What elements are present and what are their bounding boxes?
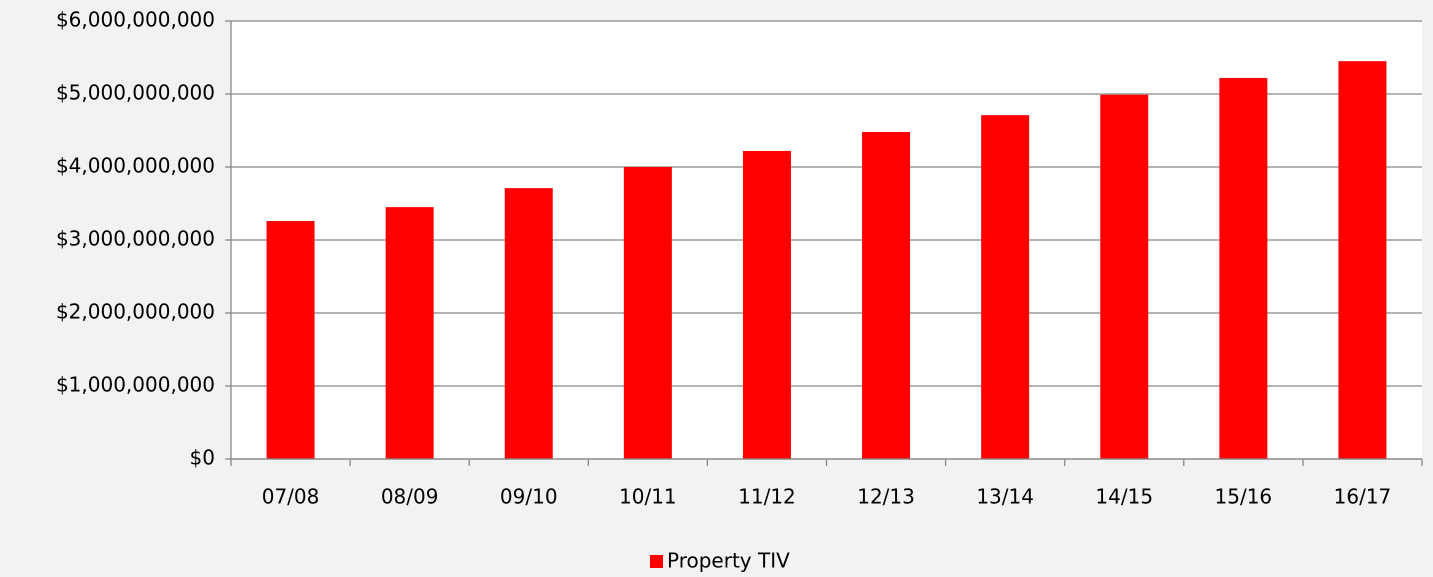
x-tick-label: 11/12 — [738, 485, 796, 509]
bar — [385, 207, 434, 459]
x-tick-label: 09/10 — [500, 485, 558, 509]
x-tick-label: 16/17 — [1334, 485, 1392, 509]
legend-swatch — [650, 555, 663, 568]
y-tick-label: $6,000,000,000 — [56, 8, 215, 32]
bar — [266, 221, 315, 459]
bar — [742, 150, 791, 459]
bar — [1338, 61, 1387, 460]
y-tick-label: $5,000,000,000 — [56, 81, 215, 105]
x-tick-label: 07/08 — [262, 485, 320, 509]
y-tick-label: $2,000,000,000 — [56, 300, 215, 324]
x-tick-label: 13/14 — [976, 485, 1034, 509]
y-tick-label: $4,000,000,000 — [56, 154, 215, 178]
y-tick-label: $3,000,000,000 — [56, 227, 215, 251]
x-tick-label: 12/13 — [857, 485, 915, 509]
y-tick-label: $0 — [190, 446, 215, 470]
bar — [1219, 77, 1268, 459]
legend-label: Property TIV — [667, 549, 790, 573]
bar — [504, 188, 553, 460]
y-tick-label: $1,000,000,000 — [56, 373, 215, 397]
x-tick-label: 08/09 — [381, 485, 439, 509]
x-tick-label: 14/15 — [1095, 485, 1153, 509]
bar — [981, 115, 1030, 460]
bar — [1100, 94, 1149, 459]
bar — [623, 167, 672, 459]
x-tick-label: 10/11 — [619, 485, 677, 509]
x-tick-label: 15/16 — [1215, 485, 1273, 509]
bar — [862, 131, 911, 459]
